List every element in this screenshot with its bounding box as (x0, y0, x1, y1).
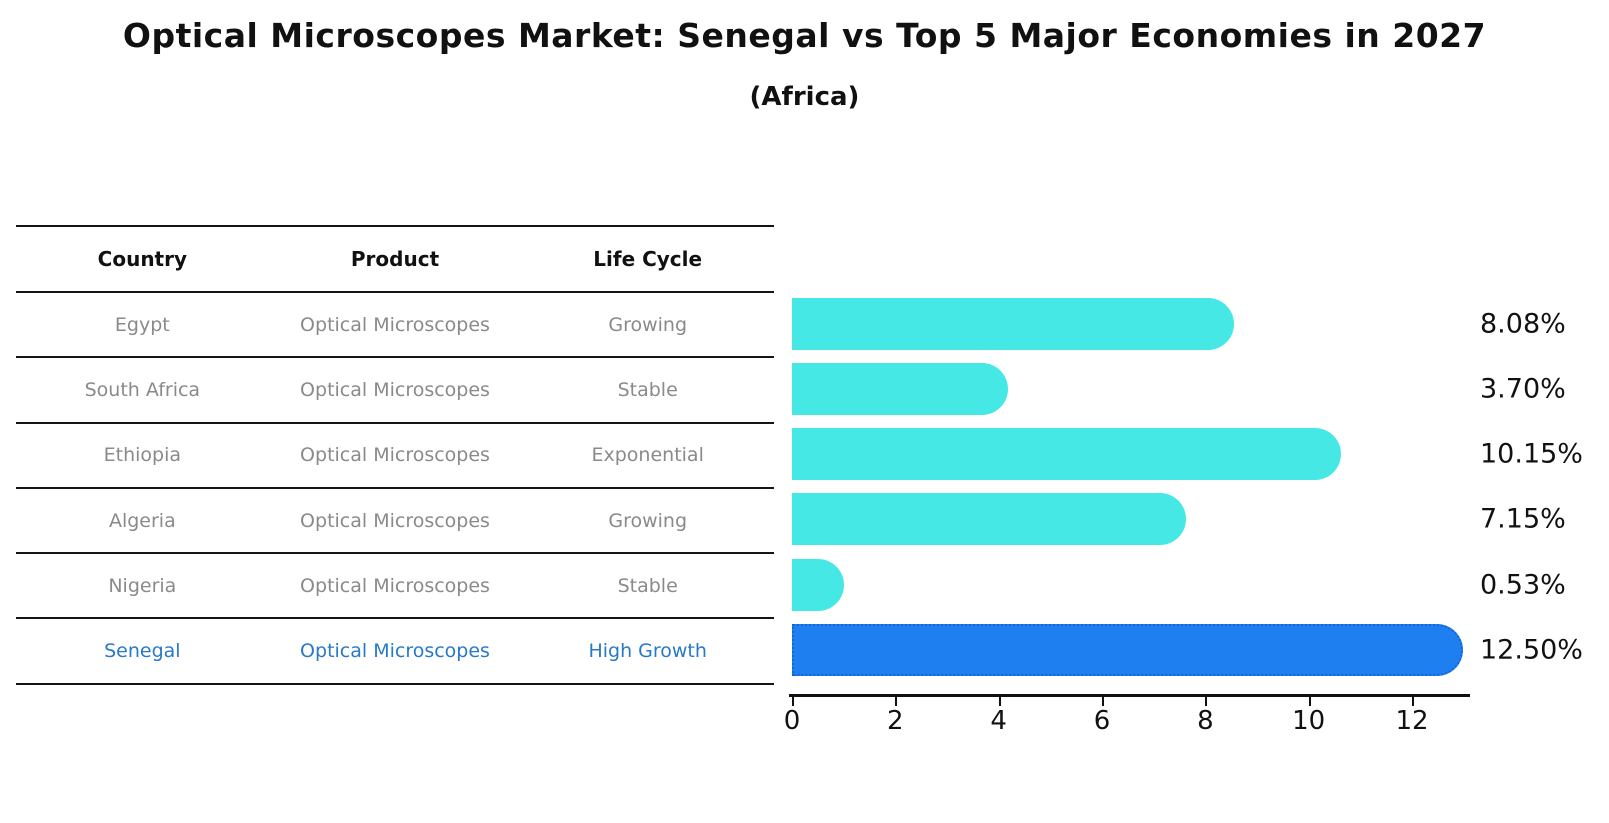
cell-product: Optical Microscopes (300, 378, 490, 401)
header-country: Country (97, 247, 188, 271)
table-row: Egypt Optical Microscopes Growing (16, 293, 774, 359)
cell-country: Ethiopia (103, 444, 182, 467)
cell-life-cycle: Stable (617, 378, 678, 401)
table-row: Senegal Optical Microscopes High Growth (16, 619, 774, 685)
value-label: 12.50% (1480, 634, 1583, 666)
cell-life-cycle: Growing (608, 509, 688, 532)
x-axis-tick-label: 4 (990, 706, 1007, 736)
x-axis-tick (1308, 697, 1311, 706)
cell-country: Algeria (108, 509, 176, 532)
x-axis-tick-label: 10 (1292, 706, 1326, 736)
cell-product: Optical Microscopes (300, 313, 490, 336)
cell-life-cycle: Exponential (591, 444, 704, 467)
cell-country: Egypt (114, 313, 170, 336)
bar-algeria (792, 493, 1187, 546)
x-axis-tick-label: 6 (1093, 706, 1111, 736)
table-row: Ethiopia Optical Microscopes Exponential (16, 424, 774, 489)
x-axis-tick (1102, 697, 1105, 706)
bar-senegal (792, 624, 1463, 676)
cell-country: Senegal (104, 640, 181, 663)
value-label: 3.70% (1480, 373, 1566, 405)
cell-product: Optical Microscopes (300, 509, 490, 532)
bar-egypt (792, 297, 1235, 350)
x-axis-tick (1205, 697, 1208, 706)
x-axis-tick (895, 697, 898, 706)
cell-country: Nigeria (108, 574, 177, 597)
table-header-row: Country Product Life Cycle (16, 227, 774, 293)
value-label: 7.15% (1480, 503, 1566, 535)
x-axis-tick-label: 0 (783, 706, 801, 736)
header-life-cycle: Life Cycle (593, 247, 703, 271)
bar-ethiopia (792, 428, 1342, 481)
bar-south-africa (792, 362, 1009, 415)
header-product: Product (350, 247, 440, 271)
cell-country: South Africa (84, 378, 201, 401)
country-table: Country Product Life Cycle Egypt Optical … (16, 225, 774, 685)
table-body: Egypt Optical Microscopes Growing South Afr… (16, 293, 774, 685)
cell-life-cycle: Growing (608, 313, 688, 336)
table-row: South Africa Optical Microscopes Stable (16, 358, 774, 424)
x-axis-tick-label: 8 (1197, 706, 1214, 736)
cell-product: Optical Microscopes (300, 444, 490, 467)
chart-subtitle: (Africa) (749, 82, 860, 112)
table-row: Algeria Optical Microscopes Growing (16, 489, 774, 555)
cell-life-cycle: Stable (617, 574, 678, 597)
x-axis-tick (792, 697, 794, 706)
x-axis-tick (998, 697, 1001, 706)
x-axis-tick (1412, 697, 1415, 706)
x-axis-tick-label: 2 (887, 706, 904, 736)
value-label: 0.53% (1480, 569, 1566, 601)
x-axis-tick-label: 12 (1395, 706, 1429, 736)
chart-title: Optical Microscopes Market: Senegal vs T… (122, 16, 1487, 55)
cell-life-cycle: High Growth (588, 640, 707, 663)
table-row: Nigeria Optical Microscopes Stable (16, 554, 774, 620)
value-label: 8.08% (1480, 308, 1566, 339)
x-axis-line (789, 694, 1470, 697)
cell-product: Optical Microscopes (300, 640, 490, 663)
value-label: 10.15% (1480, 438, 1583, 470)
bar-nigeria (792, 558, 845, 611)
cell-product: Optical Microscopes (300, 574, 490, 597)
